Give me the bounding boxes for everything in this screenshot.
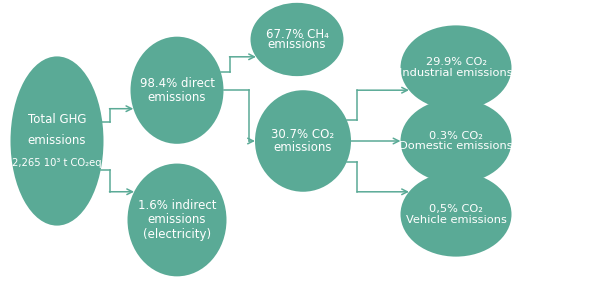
Text: 30.7% CO₂: 30.7% CO₂	[271, 128, 335, 141]
Text: emissions: emissions	[28, 135, 86, 147]
Text: 0,5% CO₂: 0,5% CO₂	[429, 204, 483, 214]
Ellipse shape	[251, 3, 343, 76]
Ellipse shape	[401, 25, 511, 110]
Text: Industrial emissions: Industrial emissions	[399, 68, 513, 78]
Text: 98.4% direct: 98.4% direct	[139, 77, 215, 90]
Text: emissions: emissions	[148, 213, 206, 226]
Text: 67.7% CH₄: 67.7% CH₄	[266, 28, 328, 41]
Text: 29.9% CO₂: 29.9% CO₂	[425, 57, 487, 67]
Ellipse shape	[401, 99, 511, 183]
Text: (electricity): (electricity)	[143, 228, 211, 241]
Text: 0.3% CO₂: 0.3% CO₂	[429, 131, 483, 140]
Text: 2,265 10³ t CO₂eq: 2,265 10³ t CO₂eq	[12, 158, 102, 168]
Text: 1.6% indirect: 1.6% indirect	[138, 199, 216, 212]
Ellipse shape	[401, 172, 511, 257]
Text: emissions: emissions	[148, 91, 206, 104]
Ellipse shape	[131, 37, 223, 144]
Text: Domestic emissions: Domestic emissions	[399, 142, 513, 151]
Text: emissions: emissions	[268, 38, 326, 51]
Ellipse shape	[255, 90, 351, 192]
Text: Total GHG: Total GHG	[28, 113, 86, 125]
Ellipse shape	[11, 56, 104, 226]
Text: Vehicle emissions: Vehicle emissions	[406, 215, 506, 225]
Ellipse shape	[128, 164, 227, 276]
Text: emissions: emissions	[274, 141, 332, 154]
